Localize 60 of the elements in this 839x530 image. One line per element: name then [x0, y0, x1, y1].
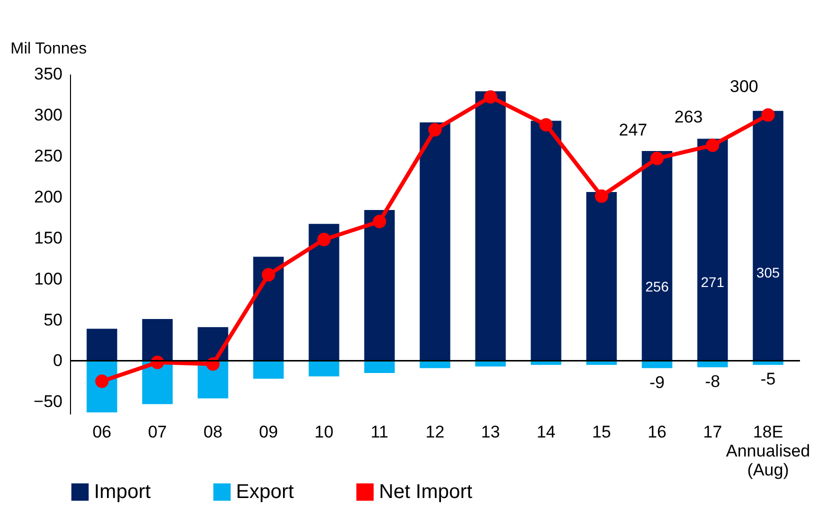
bar: [697, 138, 728, 361]
point: [650, 152, 664, 166]
y-axis-title: Mil Tonnes: [10, 40, 87, 58]
point: [539, 118, 553, 132]
point: [428, 123, 442, 136]
point: [317, 232, 331, 246]
y-tick-label: 0: [53, 351, 62, 370]
bar: [308, 360, 340, 376]
point: [706, 138, 720, 152]
point: [262, 268, 276, 282]
bar: [752, 110, 784, 361]
bar: [253, 256, 284, 361]
x-tick-label: 07: [148, 422, 167, 442]
bar: [253, 360, 284, 379]
bar: [475, 91, 506, 361]
bar: [364, 210, 395, 361]
point: [594, 189, 608, 203]
bar: [142, 318, 173, 361]
y-tick-label: 100: [34, 269, 62, 288]
bar: [364, 360, 395, 374]
data-label: -5: [760, 370, 776, 389]
y-tick-label: 250: [34, 146, 62, 166]
data-label: 256: [645, 278, 669, 294]
x-tick-label: 18E Annualised (Aug): [726, 422, 810, 480]
x-tick-label: 06: [92, 422, 112, 442]
bar: [586, 192, 617, 361]
x-tick-label: 16: [648, 422, 667, 442]
data-label: 263: [674, 107, 703, 126]
x-tick-label: 12: [426, 422, 444, 442]
y-tick-label: −50: [34, 392, 62, 412]
y-tick-label: 350: [34, 64, 62, 84]
x-tick-label: 10: [314, 422, 334, 442]
y-tick-label: 50: [44, 310, 62, 330]
x-tick-label: 17: [703, 422, 722, 442]
x-tick-label: 13: [481, 422, 500, 442]
point: [761, 108, 775, 122]
y-tick-label: 300: [34, 105, 62, 124]
point: [372, 214, 386, 228]
data-label: -8: [705, 372, 720, 392]
point: [484, 90, 498, 104]
bar: [308, 224, 340, 361]
bar: [642, 151, 672, 361]
x-tick-label: 08: [203, 422, 222, 442]
y-tick-label: 150: [34, 228, 62, 248]
data-label: 300: [730, 76, 758, 96]
x-tick-label: 14: [536, 422, 556, 442]
data-label: -9: [649, 372, 665, 392]
legend-label: Import: [94, 481, 152, 504]
x-tick-label: 11: [370, 422, 388, 442]
bar: [530, 120, 562, 361]
data-label: 247: [618, 120, 648, 140]
x-tick-label: 15: [592, 422, 611, 442]
x-tick-label: 09: [259, 422, 278, 442]
bar: [86, 328, 118, 361]
y-tick-label: 200: [34, 187, 62, 206]
legend-label: Export: [236, 481, 294, 504]
data-label: 271: [700, 274, 724, 290]
legend-label: Net Import: [379, 481, 473, 504]
bar: [420, 122, 450, 361]
data-label: 305: [756, 264, 780, 280]
